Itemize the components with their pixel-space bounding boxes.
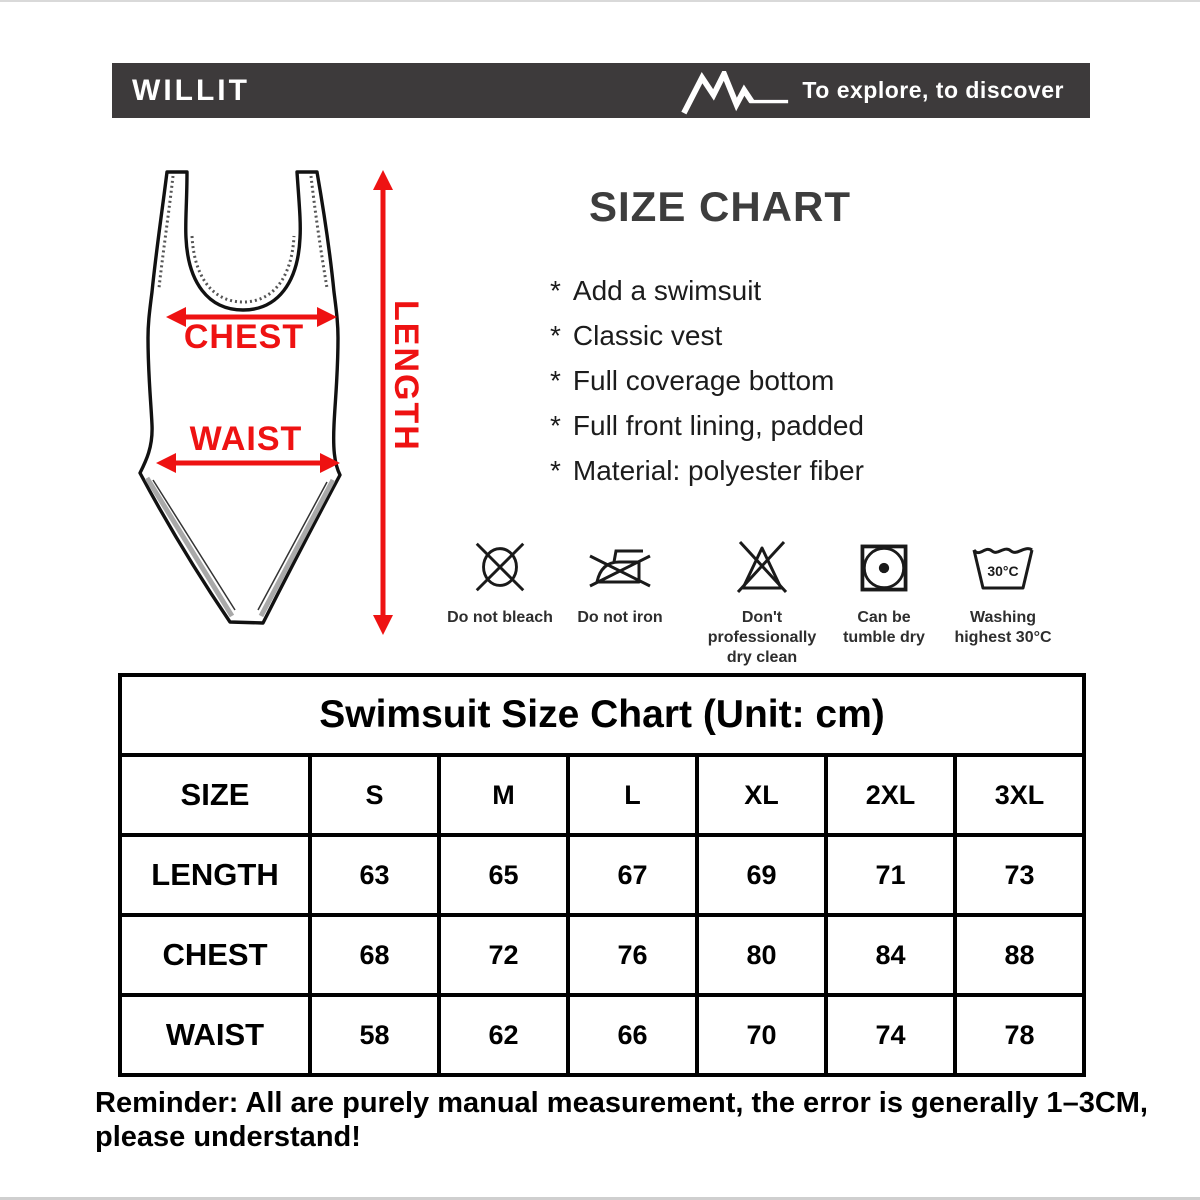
feature-text: Full front lining, padded: [572, 410, 864, 441]
size-chart-heading: SIZE CHART: [589, 183, 851, 230]
table-cell: 78: [952, 993, 1087, 1077]
swimsuit-outline: [138, 170, 342, 625]
table-cell: 73: [952, 833, 1087, 917]
table-row: WAIST 58 62 66 70 74 78: [118, 993, 1087, 1077]
table-cell: 71: [824, 833, 957, 917]
column-header: SIZE: [118, 753, 312, 837]
table-cell: 70: [695, 993, 828, 1077]
feature-item: * Full coverage bottom: [550, 358, 864, 403]
mountain-icon: [681, 70, 789, 114]
row-header: LENGTH: [118, 833, 312, 917]
reminder-line: Reminder: All are purely manual measurem…: [95, 1087, 1148, 1119]
waist-measure-label: WAIST: [189, 420, 303, 458]
feature-text: Full coverage bottom: [572, 365, 835, 396]
feature-text: Material: polyester fiber: [572, 455, 864, 486]
table-header-row: SIZE S M L XL 2XL 3XL: [118, 753, 1087, 837]
care-label: Don't professionally dry clean: [707, 609, 817, 666]
row-header: WAIST: [118, 993, 312, 1077]
brand-logo-text: WILLIT: [132, 73, 250, 107]
chest-measure-label: CHEST: [183, 318, 305, 356]
bullet-star: *: [550, 320, 561, 351]
top-edge-divider: [0, 0, 1200, 2]
do-not-bleach-icon: [475, 542, 525, 592]
length-arrow: [373, 170, 393, 635]
feature-item: * Classic vest: [550, 313, 864, 358]
right-leg-shading: [258, 478, 336, 618]
reminder-note: Reminder: All are purely manual measurem…: [95, 1086, 1165, 1154]
left-leg-shading: [144, 476, 235, 618]
washing-temp-text: 30°C: [987, 563, 1018, 579]
tumble-dry-icon: [860, 544, 908, 592]
table-cell: 74: [824, 993, 957, 1077]
table-cell: 63: [308, 833, 441, 917]
size-table: Swimsuit Size Chart (Unit: cm) SIZE S M …: [117, 673, 1087, 1077]
length-measure-label: LENGTH: [387, 300, 425, 452]
tagline-group: To explore, to discover: [680, 67, 1064, 115]
right-strap-stitching: [309, 175, 329, 289]
bullet-star: *: [550, 365, 561, 396]
table-cell: 69: [695, 833, 828, 917]
bullet-star: *: [550, 410, 561, 441]
table-cell: 84: [824, 913, 957, 997]
feature-item: * Full front lining, padded: [550, 403, 864, 448]
swimsuit-diagram: [138, 170, 393, 635]
left-leg-inner-line: [152, 479, 236, 611]
neckline-stitching: [190, 235, 296, 304]
column-header: 3XL: [952, 753, 1087, 837]
table-title: Swimsuit Size Chart (Unit: cm): [117, 673, 1087, 757]
washing-30-icon: 30°C: [972, 547, 1034, 590]
row-header: CHEST: [118, 913, 312, 997]
left-strap-stitching: [157, 175, 175, 289]
column-header: M: [437, 753, 570, 837]
table-cell: 62: [437, 993, 570, 1077]
brand-tagline: To explore, to discover: [802, 77, 1064, 103]
feature-item: * Material: polyester fiber: [550, 448, 864, 493]
table-row: LENGTH 63 65 67 69 71 73: [118, 833, 1087, 917]
table-cell: 65: [437, 833, 570, 917]
bottom-edge-divider: [0, 1197, 1200, 1200]
table-cell: 88: [952, 913, 1087, 997]
table-cell: 67: [566, 833, 699, 917]
care-label: Do not iron: [577, 609, 663, 626]
care-item-washing-30: 30°C Washing highest 30°C: [933, 536, 1073, 648]
column-header: 2XL: [824, 753, 957, 837]
table-cell: 72: [437, 913, 570, 997]
table-cell: 66: [566, 993, 699, 1077]
right-leg-inner-line: [257, 481, 328, 611]
table-cell: 68: [308, 913, 441, 997]
table-row: CHEST 68 72 76 80 84 88: [118, 913, 1087, 997]
care-item-do-not-bleach: Do not bleach: [435, 536, 565, 628]
column-header: L: [566, 753, 699, 837]
table-cell: 80: [695, 913, 828, 997]
waist-arrow: [156, 453, 340, 473]
do-not-iron-icon: [589, 549, 651, 588]
care-item-tumble-dry: Can be tumble dry: [817, 536, 951, 648]
care-label: Can be tumble dry: [843, 609, 925, 646]
table-cell: 76: [566, 913, 699, 997]
feature-list: * Add a swimsuit * Classic vest * Full cove…: [550, 268, 864, 493]
brand-header-bar: WILLIT To explore, to discover: [112, 63, 1090, 118]
feature-item: * Add a swimsuit: [550, 268, 864, 313]
column-header: XL: [695, 753, 828, 837]
table-title-row: Swimsuit Size Chart (Unit: cm): [117, 673, 1087, 757]
bullet-star: *: [550, 455, 561, 486]
care-label: Washing highest 30°C: [954, 609, 1052, 646]
chest-arrow: [166, 307, 337, 327]
reminder-line: please understand!: [95, 1121, 361, 1153]
do-not-dry-clean-icon: [736, 540, 788, 594]
bullet-star: *: [550, 275, 561, 306]
care-item-do-not-dry-clean: Don't professionally dry clean: [688, 536, 836, 668]
care-item-do-not-iron: Do not iron: [553, 536, 687, 628]
care-label: Do not bleach: [447, 609, 553, 626]
column-header: S: [308, 753, 441, 837]
feature-text: Add a swimsuit: [572, 275, 762, 306]
feature-text: Classic vest: [572, 320, 723, 351]
table-cell: 58: [308, 993, 441, 1077]
